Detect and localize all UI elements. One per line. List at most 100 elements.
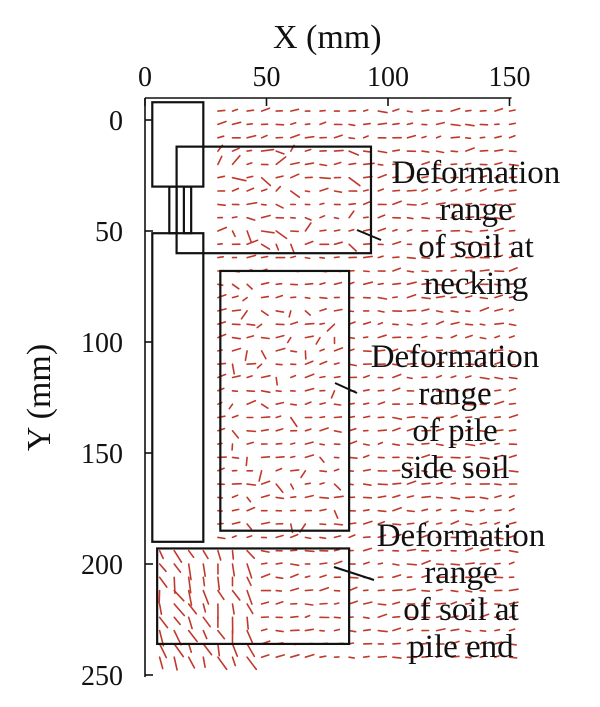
- y-tick-label: 100: [81, 328, 123, 359]
- vector-arrow: [275, 347, 286, 352]
- vector-arrow: [173, 656, 178, 671]
- vector-arrow: [333, 241, 344, 246]
- vector-arrow: [421, 216, 431, 220]
- vector-arrow: [246, 549, 255, 560]
- vector-arrow: [362, 281, 374, 286]
- vector-arrow: [464, 403, 476, 406]
- vector-arrow: [246, 216, 256, 221]
- vector-arrow: [289, 549, 298, 552]
- vector-arrow: [362, 483, 372, 487]
- vector-arrow: [275, 467, 283, 472]
- vector-arrow: [333, 375, 341, 379]
- vector-arrow: [304, 322, 315, 326]
- vector-arrow: [304, 441, 314, 445]
- vector-arrow: [479, 547, 490, 552]
- x-tick-label: 100: [367, 62, 409, 93]
- vector-arrow: [260, 428, 270, 432]
- vector-arrow: [319, 427, 329, 432]
- vector-arrow: [231, 535, 237, 539]
- vector-arrow: [377, 227, 387, 232]
- vector-arrow: [348, 210, 355, 219]
- vector-arrow: [494, 562, 501, 565]
- vector-arrow: [275, 534, 284, 539]
- vector-arrow: [421, 161, 431, 166]
- vector-arrow: [289, 442, 296, 445]
- vector-arrow: [494, 308, 504, 312]
- vector-arrow: [508, 376, 518, 380]
- vector-arrow: [377, 255, 384, 259]
- vector-arrow: [392, 427, 401, 432]
- label-line: of pile: [412, 413, 497, 449]
- vector-arrow: [362, 547, 373, 552]
- vector-arrow: [260, 494, 271, 499]
- vector-arrow: [450, 496, 461, 500]
- vector-arrow: [494, 175, 501, 179]
- vector-arrow: [362, 655, 370, 659]
- vector-arrow: [406, 122, 414, 126]
- pile-cap: [151, 101, 205, 188]
- vector-arrow: [421, 454, 431, 459]
- vector-arrow: [450, 310, 459, 313]
- vector-arrow: [333, 628, 341, 632]
- vector-arrow: [319, 655, 327, 659]
- vector-arrow: [508, 323, 517, 327]
- vector-arrow: [319, 202, 325, 206]
- vector-arrow: [333, 495, 344, 499]
- vector-arrow: [304, 494, 314, 499]
- vector-arrow: [304, 296, 311, 300]
- vector-arrow: [333, 429, 342, 433]
- vector-arrow: [464, 629, 472, 633]
- vector-arrow: [377, 655, 388, 659]
- vector-arrow: [260, 176, 272, 187]
- label-line: range: [439, 192, 512, 228]
- vector-arrow: [435, 361, 445, 366]
- vector-arrow: [377, 613, 388, 619]
- vector-arrow: [348, 440, 358, 445]
- vector-arrow: [319, 482, 325, 485]
- vector-arrow: [362, 374, 370, 379]
- vector-arrow: [333, 347, 344, 352]
- vector-arrow: [333, 403, 342, 406]
- vector-arrow: [231, 549, 235, 560]
- vector-arrow: [464, 547, 474, 552]
- vector-arrow: [217, 109, 226, 112]
- vector-arrow: [435, 389, 445, 393]
- y-tick-label: 150: [81, 439, 123, 470]
- vector-arrow: [217, 643, 221, 657]
- vector-arrow: [362, 321, 372, 326]
- vector-arrow: [508, 122, 517, 126]
- vector-arrow: [377, 163, 384, 166]
- vector-arrow: [275, 243, 280, 251]
- vector-arrow: [246, 576, 252, 587]
- vector-arrow: [377, 150, 388, 154]
- vector-arrow: [479, 640, 487, 645]
- vector-arrow: [333, 548, 341, 552]
- vector-arrow: [333, 216, 340, 220]
- vector-arrow: [231, 187, 240, 192]
- vector-arrow: [217, 308, 227, 312]
- vector-arrow: [435, 320, 445, 326]
- vector-arrow: [450, 215, 458, 219]
- vector-arrow: [377, 483, 389, 486]
- vector-arrow: [479, 306, 490, 312]
- vector-arrow: [494, 615, 501, 619]
- vector-arrow: [362, 200, 372, 206]
- vector-arrow: [275, 310, 285, 313]
- vector-arrow: [289, 416, 298, 428]
- vector-arrow: [421, 241, 430, 246]
- vector-arrow: [231, 283, 240, 290]
- vector-arrow: [479, 349, 486, 352]
- vector-arrow: [289, 321, 299, 326]
- vector-arrow: [435, 522, 443, 525]
- label-line: side soil: [400, 450, 509, 486]
- region-pile-side-box: [219, 269, 351, 532]
- vector-arrow: [392, 175, 399, 179]
- region-pile-end-box: [156, 547, 351, 646]
- vector-arrow: [319, 256, 326, 259]
- vector-arrow: [450, 628, 460, 632]
- vector-arrow: [479, 629, 487, 633]
- vector-arrow: [406, 134, 417, 139]
- vector-arrow: [464, 137, 472, 140]
- vector-arrow: [377, 174, 388, 179]
- vector-arrow: [158, 549, 164, 560]
